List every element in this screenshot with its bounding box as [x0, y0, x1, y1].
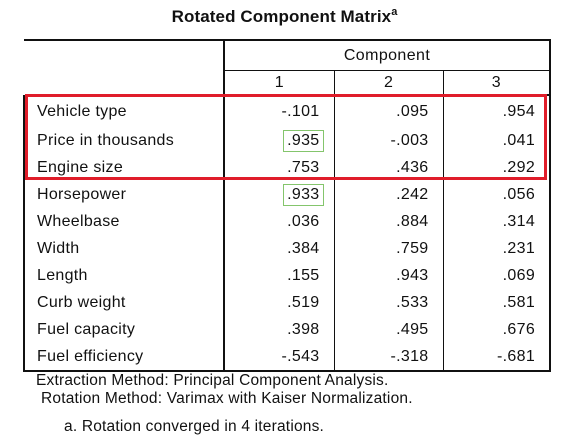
- green-highlight-box: .935: [283, 130, 324, 152]
- cell-value: .884: [333, 208, 443, 235]
- component-header-2: 2: [333, 70, 443, 96]
- row-label: Horsepower: [23, 181, 225, 208]
- table-row: Horsepower .933 .242 .056: [23, 181, 552, 208]
- title-footnote-marker: a: [391, 6, 398, 18]
- table-row: Wheelbase .036 .884 .314: [23, 208, 552, 235]
- row-label: Fuel capacity: [23, 316, 225, 343]
- cell-value: -.681: [442, 343, 552, 372]
- cell-value: -.101: [281, 103, 320, 120]
- cell-value: .398: [287, 321, 320, 338]
- table-row: Length .155 .943 .069: [23, 262, 552, 289]
- cell-value: .533: [333, 289, 443, 316]
- row-label: Width: [23, 235, 225, 262]
- corner-cell: [24, 39, 225, 95]
- component-header-3: 3: [442, 70, 552, 96]
- cell-value: .943: [333, 262, 443, 289]
- red-highlight-rectangle: [25, 94, 547, 180]
- table-title: Rotated Component Matrixa: [0, 6, 569, 27]
- row-label: Fuel efficiency: [23, 343, 225, 372]
- cell-value: -.318: [333, 343, 443, 372]
- table-row: Fuel efficiency -.543 -.318 -.681: [23, 343, 552, 372]
- cell-value: .753: [287, 159, 320, 176]
- cell-value: .495: [333, 316, 443, 343]
- cell-value: .759: [333, 235, 443, 262]
- header-row-group: Component: [24, 39, 552, 95]
- cell-value: .155: [287, 267, 320, 284]
- component-group-header: Component: [224, 39, 552, 71]
- table-row: Fuel capacity .398 .495 .676: [23, 316, 552, 343]
- cell-value-highlighted: .935: [224, 127, 334, 154]
- cell-value: .676: [442, 316, 552, 343]
- cell-value: .069: [442, 262, 552, 289]
- rotation-method-note: Rotation Method: Varimax with Kaiser Nor…: [41, 390, 413, 407]
- cell-value: .314: [442, 208, 552, 235]
- green-highlight-box: .933: [283, 184, 324, 206]
- row-label: Length: [23, 262, 225, 289]
- cell-value: .292: [442, 154, 552, 181]
- row-label: Engine size: [23, 154, 225, 181]
- cell-value: -.003: [333, 127, 443, 154]
- cell-value: -.543: [224, 343, 334, 372]
- table-title-text: Rotated Component Matrix: [171, 7, 392, 26]
- cell-value: .436: [333, 154, 443, 181]
- cell-value: .384: [287, 240, 320, 257]
- table-row: Price in thousands .935 -.003 .041: [23, 127, 552, 154]
- rotated-component-matrix: Component 1 2 3 Vehicle type -.101 .095 …: [23, 39, 552, 372]
- table-row: Engine size .753 .436 .292: [23, 154, 552, 181]
- cell-value: .231: [442, 235, 552, 262]
- footnote-a: a. Rotation converged in 4 iterations.: [64, 418, 325, 435]
- cell-value: .036: [287, 213, 320, 230]
- cell-value: .581: [442, 289, 552, 316]
- component-header-1: 1: [224, 70, 334, 96]
- row-label: Wheelbase: [23, 208, 225, 235]
- cell-value-highlighted: .933: [224, 181, 334, 208]
- extraction-method-note: Extraction Method: Principal Component A…: [36, 372, 389, 389]
- cell-value: .519: [287, 294, 320, 311]
- cell-value: .242: [333, 181, 443, 208]
- table-row: Width .384 .759 .231: [23, 235, 552, 262]
- cell-value: .056: [442, 181, 552, 208]
- table-row: Curb weight .519 .533 .581: [23, 289, 552, 316]
- cell-value: .041: [442, 127, 552, 154]
- row-label: Curb weight: [23, 289, 225, 316]
- row-label: Price in thousands: [23, 127, 225, 154]
- header-row-components: 1 2 3: [24, 70, 552, 96]
- cell-value: .095: [333, 95, 443, 127]
- cell-value: .954: [442, 95, 552, 127]
